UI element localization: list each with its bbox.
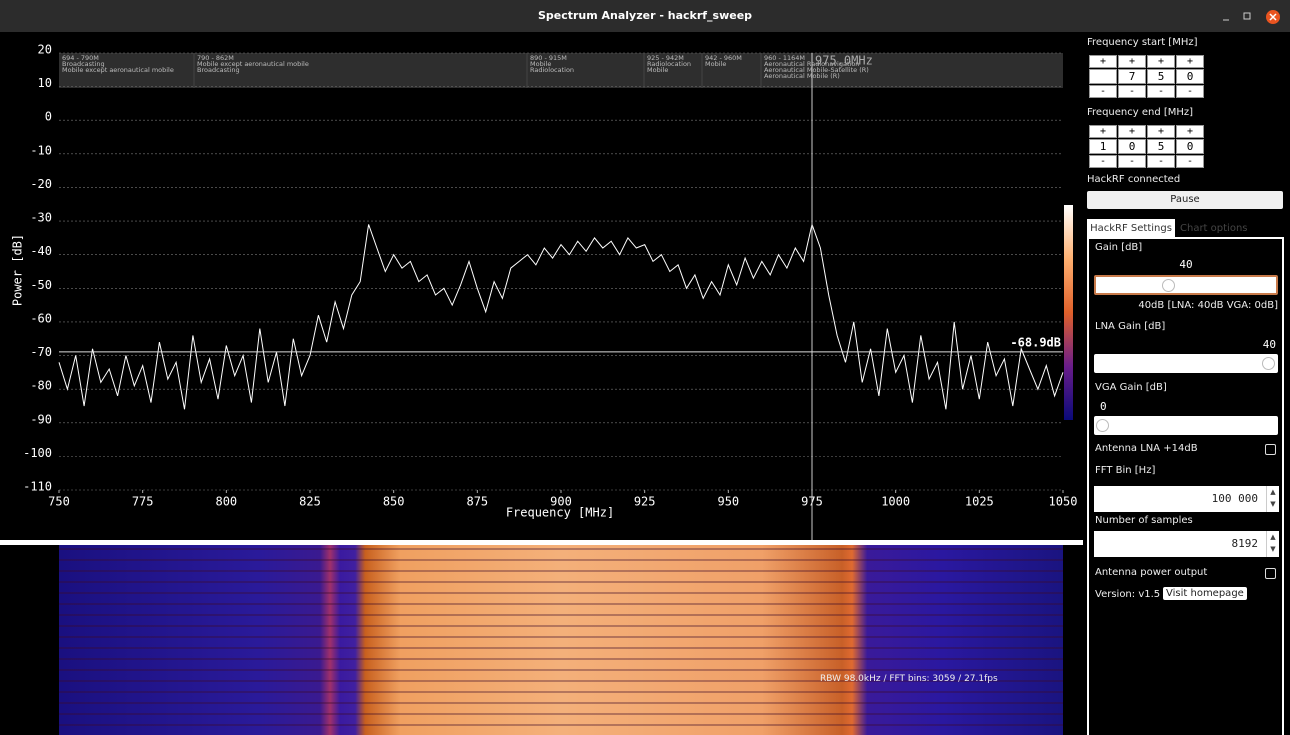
- freq-start-label: Frequency start [MHz]: [1087, 37, 1198, 48]
- digit-box[interactable]: [1089, 69, 1117, 84]
- marker-label: 975.0MHz: [815, 54, 873, 68]
- x-tick-label: 800: [215, 495, 237, 509]
- vga-label: VGA Gain [dB]: [1095, 382, 1167, 393]
- digit-box[interactable]: 0: [1176, 139, 1204, 154]
- antenna-lna-label: Antenna LNA +14dB: [1095, 443, 1198, 454]
- checkbox[interactable]: [1265, 568, 1276, 579]
- spinner[interactable]: ▲▼: [1266, 531, 1279, 557]
- minus-button[interactable]: -: [1147, 85, 1175, 98]
- x-tick-label: 1025: [965, 495, 994, 509]
- minus-button[interactable]: -: [1176, 85, 1204, 98]
- pause-button[interactable]: Pause: [1087, 191, 1283, 209]
- freq-end-label: Frequency end [MHz]: [1087, 107, 1193, 118]
- gain-label: Gain [dB]: [1095, 242, 1142, 253]
- samples-input[interactable]: 8192: [1094, 531, 1266, 557]
- minus-button[interactable]: -: [1118, 85, 1146, 98]
- plus-button[interactable]: +: [1118, 55, 1146, 68]
- slider-knob[interactable]: [1162, 279, 1175, 292]
- digit-box[interactable]: 5: [1147, 69, 1175, 84]
- band-service: Radiolocation: [530, 66, 574, 74]
- y-tick-label: -20: [30, 177, 52, 191]
- lna-label: LNA Gain [dB]: [1095, 321, 1165, 332]
- x-tick-label: 925: [634, 495, 656, 509]
- gain-slider[interactable]: [1094, 275, 1278, 295]
- y-tick-label: -80: [30, 379, 52, 393]
- window-controls[interactable]: [1220, 8, 1286, 26]
- y-axis-label: Power [dB]: [11, 234, 25, 306]
- homepage-button[interactable]: Visit homepage: [1163, 587, 1247, 600]
- x-tick-label: 1050: [1049, 495, 1078, 509]
- band-service: Mobile except aeronautical mobile: [62, 66, 174, 74]
- x-tick-label: 850: [383, 495, 405, 509]
- x-tick-label: 775: [132, 495, 154, 509]
- spectrum-line: [59, 224, 1063, 409]
- status-text: HackRF connected: [1087, 174, 1180, 185]
- digit-box[interactable]: 7: [1118, 69, 1146, 84]
- x-tick-label: 950: [717, 495, 739, 509]
- y-tick-label: 10: [38, 76, 52, 90]
- app-window: Spectrum Analyzer - hackrf_sweep Power […: [0, 0, 1290, 735]
- band-service: Mobile: [705, 60, 726, 68]
- vga-slider[interactable]: [1094, 416, 1278, 435]
- gain-value: 40: [1094, 258, 1278, 271]
- plus-button[interactable]: +: [1147, 125, 1175, 138]
- plus-button[interactable]: +: [1089, 55, 1117, 68]
- tab[interactable]: Chart options: [1180, 219, 1248, 238]
- marker-label: -68.9dB: [1010, 335, 1061, 349]
- vga-value: 0: [1100, 400, 1107, 413]
- x-tick-label: 1000: [881, 495, 910, 509]
- fft-bin-input[interactable]: 100 000: [1094, 486, 1266, 512]
- band-service: Aeronautical Mobile (R): [764, 72, 840, 80]
- y-tick-label: -30: [30, 211, 52, 225]
- minus-button[interactable]: -: [1147, 155, 1175, 168]
- minus-button[interactable]: -: [1089, 85, 1117, 98]
- gain-detail: 40dB [LNA: 40dB VGA: 0dB]: [1094, 300, 1278, 311]
- x-tick-label: 825: [299, 495, 321, 509]
- slider-knob[interactable]: [1096, 419, 1109, 432]
- y-tick-label: -100: [23, 446, 52, 460]
- y-tick-label: -50: [30, 278, 52, 292]
- digit-box[interactable]: 0: [1118, 139, 1146, 154]
- fft-bin-label: FFT Bin [Hz]: [1095, 465, 1155, 476]
- checkbox[interactable]: [1265, 444, 1276, 455]
- maximize[interactable]: [1244, 13, 1250, 19]
- y-tick-label: -110: [23, 480, 52, 494]
- plus-button[interactable]: +: [1176, 125, 1204, 138]
- lna-slider[interactable]: [1094, 354, 1278, 373]
- y-tick-label: -10: [30, 143, 52, 157]
- tab-active[interactable]: HackRF Settings: [1087, 219, 1175, 238]
- color-bar: [1064, 205, 1073, 420]
- x-tick-label: 900: [550, 495, 572, 509]
- plus-button[interactable]: +: [1147, 55, 1175, 68]
- version-text: Version: v1.5: [1095, 589, 1160, 600]
- band-service: Mobile: [647, 66, 668, 74]
- digit-box[interactable]: 0: [1176, 69, 1204, 84]
- y-tick-label: -60: [30, 311, 52, 325]
- minus-button[interactable]: -: [1118, 155, 1146, 168]
- samples-label: Number of samples: [1095, 515, 1193, 526]
- digit-box[interactable]: 5: [1147, 139, 1175, 154]
- minus-button[interactable]: -: [1089, 155, 1117, 168]
- waterfall-status: RBW 98.0kHz / FFT bins: 3059 / 27.1fps: [820, 674, 998, 684]
- band-service: Broadcasting: [197, 66, 240, 74]
- x-tick-label: 750: [48, 495, 70, 509]
- y-tick-label: 20: [38, 43, 52, 57]
- digit-box[interactable]: 1: [1089, 139, 1117, 154]
- waterfall-rows: [59, 545, 1063, 735]
- spinner[interactable]: ▲▼: [1266, 486, 1279, 512]
- y-tick-label: -40: [30, 244, 52, 258]
- minus-button[interactable]: -: [1176, 155, 1204, 168]
- plus-button[interactable]: +: [1118, 125, 1146, 138]
- slider-knob[interactable]: [1262, 357, 1275, 370]
- antenna-power-label: Antenna power output: [1095, 567, 1207, 578]
- plus-button[interactable]: +: [1089, 125, 1117, 138]
- y-tick-label: -90: [30, 412, 52, 426]
- y-tick-label: 0: [45, 110, 52, 124]
- plus-button[interactable]: +: [1176, 55, 1204, 68]
- y-tick-label: -70: [30, 345, 52, 359]
- x-tick-label: 875: [466, 495, 488, 509]
- lna-value: 40: [1094, 338, 1276, 351]
